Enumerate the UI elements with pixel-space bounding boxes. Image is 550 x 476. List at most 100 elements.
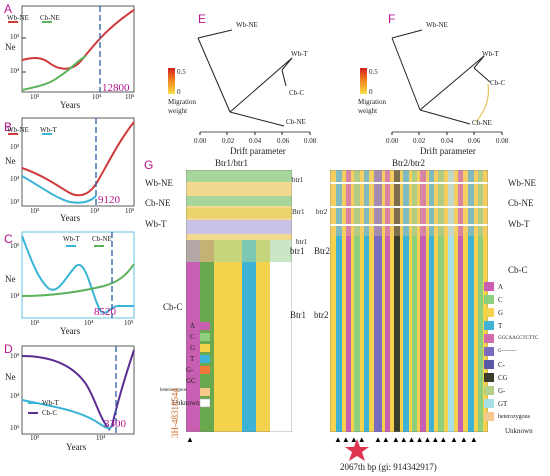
- g-right-legend-het: heterozygous: [498, 414, 530, 420]
- g-mid-label-r-1: btr2: [316, 208, 328, 216]
- panel-e-xlabel: Drift parameter: [230, 146, 286, 156]
- panel-d-xlabel: Years: [66, 442, 87, 452]
- panel-e-xtick-5: 0.08: [304, 137, 317, 145]
- panel-c-xtick-2: 10⁴: [84, 319, 94, 327]
- panel-f-xtick-4: 0.06: [468, 137, 481, 145]
- panel-e-legend-bottom: 0: [177, 88, 181, 96]
- g-mid-label-5: Btr1: [290, 310, 307, 320]
- panel-a-annotation: 12800: [102, 82, 130, 94]
- panel-g-left-title: Btr1/btr1: [215, 158, 248, 168]
- panel-d-ytick-2: 10⁴: [10, 392, 20, 400]
- panel-e-label: E: [198, 12, 207, 26]
- panel-d-legend-1: Wb-T: [42, 399, 59, 407]
- g-right-legend-cg: CG: [498, 374, 508, 382]
- panel-f-xlabel: Drift parameter: [420, 146, 476, 156]
- panel-c-legend-1: Wb-T: [63, 235, 80, 243]
- g-mid-label-r-2: Btr2: [314, 246, 331, 256]
- g-right-legend-gm: G-: [498, 387, 506, 395]
- panel-b-ytick-2: 10⁴: [10, 175, 20, 183]
- panel-f-legend-title: Migration weight: [358, 98, 386, 115]
- panel-a-ylabel: Ne: [5, 42, 16, 52]
- panel-b-xlabel: Years: [60, 213, 81, 223]
- g-row-label-right-2: Cb-NE: [508, 198, 534, 208]
- panel-d-annotation: 3300: [104, 418, 126, 430]
- panel-e-xtick-1: 0.00: [194, 137, 207, 145]
- panel-d-legend-2: Cb-C: [42, 409, 58, 417]
- panel-e-taxon-2: Wb-T: [291, 50, 308, 58]
- g-right-legend-gt: GT: [498, 400, 508, 408]
- panel-b-label: B: [4, 120, 13, 134]
- g-left-legend-g: G: [190, 344, 196, 352]
- panel-b-xtick-1: 10³: [30, 207, 40, 215]
- g-row-label-right-4: Cb-C: [508, 265, 528, 275]
- g-mid-label-3: btr1: [296, 238, 308, 246]
- panel-c-ytick-1: 10⁵: [10, 242, 20, 250]
- panel-b-plot: [8, 117, 135, 207]
- panel-b-xtick-2: 10⁴: [90, 207, 100, 215]
- g-mid-label-4: btr1: [290, 246, 305, 256]
- g-right-legend-t: T: [498, 322, 503, 330]
- panel-a-legend-2: Cb-NE: [40, 14, 60, 22]
- panel-e-taxon-4: Cb-NE: [286, 118, 306, 126]
- panel-b-xtick-3: 10⁵: [125, 207, 135, 215]
- panel-f-legend-bottom: 0: [369, 88, 373, 96]
- panel-g-left-legend-swatches: [200, 322, 211, 408]
- panel-a-ytick-1: 10⁵: [10, 33, 20, 41]
- panel-c-label: C: [4, 232, 13, 246]
- panel-e-xtick-4: 0.06: [277, 137, 290, 145]
- g-mid-label-2: Btr1: [292, 208, 305, 216]
- panel-b-ytick-3: 10³: [10, 198, 20, 206]
- panel-f-taxon-4: Cb-NE: [472, 119, 492, 127]
- panel-b-annotation: 9120: [98, 194, 120, 206]
- panel-a-ytick-2: 10⁴: [10, 67, 20, 75]
- svg-text:▲▲ ▲▲▲▲▲▲▲: ▲▲ ▲▲▲▲▲▲▲: [374, 435, 447, 444]
- panel-d-ytick-3: 10³: [10, 424, 20, 432]
- g-mid-label-r-3: btr2: [314, 310, 329, 320]
- g-left-marker: 3H-48318544: [170, 388, 180, 438]
- g-left-legend-gc: GC: [186, 377, 196, 385]
- panel-g-left-matrix: [186, 170, 292, 432]
- panel-d-label: D: [4, 342, 13, 356]
- g-right-legend-c: C: [498, 296, 503, 304]
- panel-a-plot: [8, 5, 135, 93]
- panel-f-taxon-1: Wb-NE: [426, 21, 448, 29]
- g-row-label-left-3: Wb-T: [145, 219, 167, 229]
- panel-c-xtick-3: 10⁵: [124, 319, 134, 327]
- panel-c-xtick-1: 10³: [30, 319, 40, 327]
- panel-g-label: G: [144, 158, 154, 172]
- g-right-legend-gdashes: G---------: [498, 349, 517, 354]
- g-left-legend-t: T: [190, 355, 195, 363]
- g-left-legend-gdash: G-: [186, 366, 194, 374]
- panel-g-right-legend-swatches: [484, 282, 494, 421]
- g-left-legend-a: A: [190, 322, 196, 330]
- panel-f-xtick-3: 0.04: [441, 137, 454, 145]
- g-right-marker: 2067th bp (gi: 914342917): [340, 462, 437, 472]
- g-row-label-right-1: Wb-NE: [508, 178, 536, 188]
- panel-e-xtick-3: 0.04: [249, 137, 262, 145]
- panel-g-snp-markers: ▲ ▲▲▲▲ ▲▲ ▲▲▲▲▲▲▲ ▲ ▲ ▲: [186, 435, 478, 444]
- panel-a-xtick-3: 10⁵: [125, 93, 135, 101]
- panel-c-plot: [21, 231, 135, 319]
- panel-b-ylabel: Ne: [5, 156, 16, 166]
- panel-e-legend-top: 0.5: [177, 68, 186, 76]
- panel-c-legend-2: Cb-NE: [92, 235, 112, 243]
- panel-e-tree: [168, 29, 311, 135]
- panel-f-label: F: [388, 12, 396, 26]
- panel-a-xtick-2: 10⁴: [92, 93, 102, 101]
- g-left-legend-unknown: Unknown: [172, 399, 200, 407]
- g-left-legend-c: C: [190, 333, 195, 341]
- panel-d-xtick-1: 10³: [30, 434, 40, 442]
- g-right-legend-unknown: Unknown: [505, 427, 533, 435]
- panel-b-ytick-1: 10⁵: [10, 143, 20, 151]
- svg-text:▲▲▲▲: ▲▲▲▲: [334, 435, 366, 444]
- panel-f-tree: [360, 29, 503, 135]
- panel-e-xtick-2: 0.02: [222, 137, 235, 145]
- panel-a-legend-1: Wb-NE: [7, 14, 29, 22]
- panel-d-ytick-1: 10⁵: [10, 352, 20, 360]
- panel-f-xtick-1: 0.00: [386, 137, 399, 145]
- g-row-label-left-2: Cb-NE: [145, 198, 171, 208]
- panel-b-legend-2: Wb-T: [40, 126, 57, 134]
- g-right-legend-g: G: [498, 309, 504, 317]
- panel-c-annotation: 8520: [94, 306, 116, 318]
- g-row-label-right-3: Wb-T: [508, 219, 530, 229]
